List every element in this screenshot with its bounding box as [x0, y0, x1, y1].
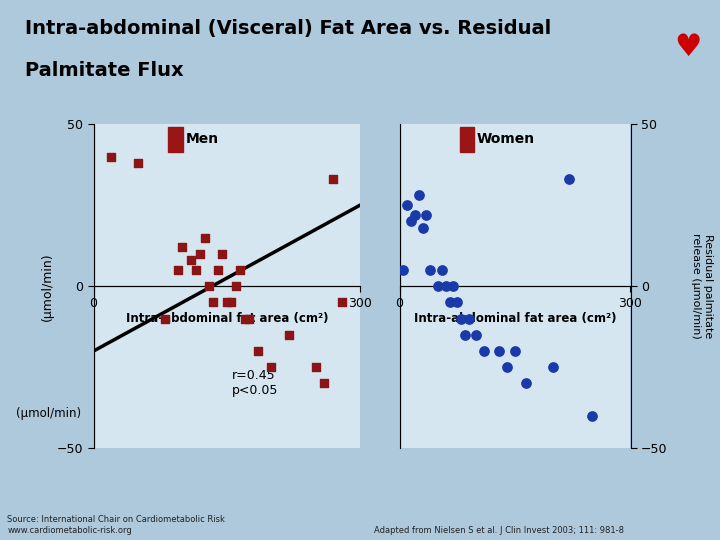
- Point: [310, 363, 321, 372]
- Point: [420, 211, 432, 219]
- Text: Adapted from Nielsen S et al. J Clin Invest 2003; 111: 981-8: Adapted from Nielsen S et al. J Clin Inv…: [374, 525, 624, 535]
- Text: Palmitate Flux: Palmitate Flux: [25, 62, 184, 80]
- Point: [432, 282, 444, 291]
- Point: [186, 256, 197, 265]
- Point: [190, 266, 202, 274]
- Text: (μmol/min): (μmol/min): [17, 407, 81, 420]
- Point: [494, 347, 505, 355]
- Point: [225, 298, 237, 307]
- Point: [413, 191, 425, 200]
- Point: [172, 266, 184, 274]
- Point: [106, 152, 117, 161]
- Point: [319, 379, 330, 388]
- Point: [455, 314, 467, 323]
- Text: Residual palmitate
release (μmol/min): Residual palmitate release (μmol/min): [691, 233, 713, 339]
- Point: [217, 249, 228, 258]
- Text: r=0.45
p<0.05: r=0.45 p<0.05: [232, 369, 279, 397]
- Point: [239, 314, 251, 323]
- Point: [501, 363, 513, 372]
- Point: [402, 201, 413, 210]
- Point: [328, 175, 339, 184]
- Text: Source: International Chair on Cardiometabolic Risk
www.cardiometabolic-risk.org: Source: International Chair on Cardiomet…: [7, 515, 225, 535]
- Point: [203, 282, 215, 291]
- Point: [405, 217, 417, 226]
- FancyBboxPatch shape: [459, 127, 474, 152]
- Point: [221, 298, 233, 307]
- Point: [336, 298, 348, 307]
- Point: [176, 243, 188, 252]
- Point: [243, 314, 255, 323]
- X-axis label: Intra-abdominal fat area (cm²): Intra-abdominal fat area (cm²): [413, 313, 616, 326]
- FancyBboxPatch shape: [168, 127, 183, 152]
- Point: [235, 266, 246, 274]
- Point: [409, 211, 420, 219]
- Text: Men: Men: [186, 132, 219, 146]
- Point: [509, 347, 521, 355]
- Point: [252, 347, 264, 355]
- Point: [478, 347, 490, 355]
- Point: [471, 330, 482, 339]
- Point: [132, 159, 144, 167]
- Point: [436, 266, 448, 274]
- Point: [448, 282, 459, 291]
- Point: [159, 314, 171, 323]
- Point: [417, 224, 428, 232]
- Point: [444, 298, 455, 307]
- Point: [230, 282, 241, 291]
- Point: [459, 330, 471, 339]
- Point: [212, 266, 224, 274]
- Point: [208, 298, 220, 307]
- Point: [440, 282, 451, 291]
- Point: [194, 249, 206, 258]
- Point: [425, 266, 436, 274]
- Point: [586, 411, 598, 420]
- Text: ♥: ♥: [674, 33, 701, 62]
- Point: [283, 330, 294, 339]
- Point: [563, 175, 575, 184]
- Point: [199, 233, 210, 242]
- Text: Women: Women: [477, 132, 535, 146]
- Point: [397, 266, 409, 274]
- X-axis label: Intra-abdominal fat area (cm²): Intra-abdominal fat area (cm²): [125, 313, 328, 326]
- Point: [521, 379, 532, 388]
- Point: [547, 363, 559, 372]
- Point: [463, 314, 474, 323]
- Text: Intra-abdominal (Visceral) Fat Area vs. Residual: Intra-abdominal (Visceral) Fat Area vs. …: [25, 19, 552, 38]
- Point: [266, 363, 277, 372]
- Y-axis label: (μmol/min): (μmol/min): [41, 252, 54, 321]
- Point: [451, 298, 463, 307]
